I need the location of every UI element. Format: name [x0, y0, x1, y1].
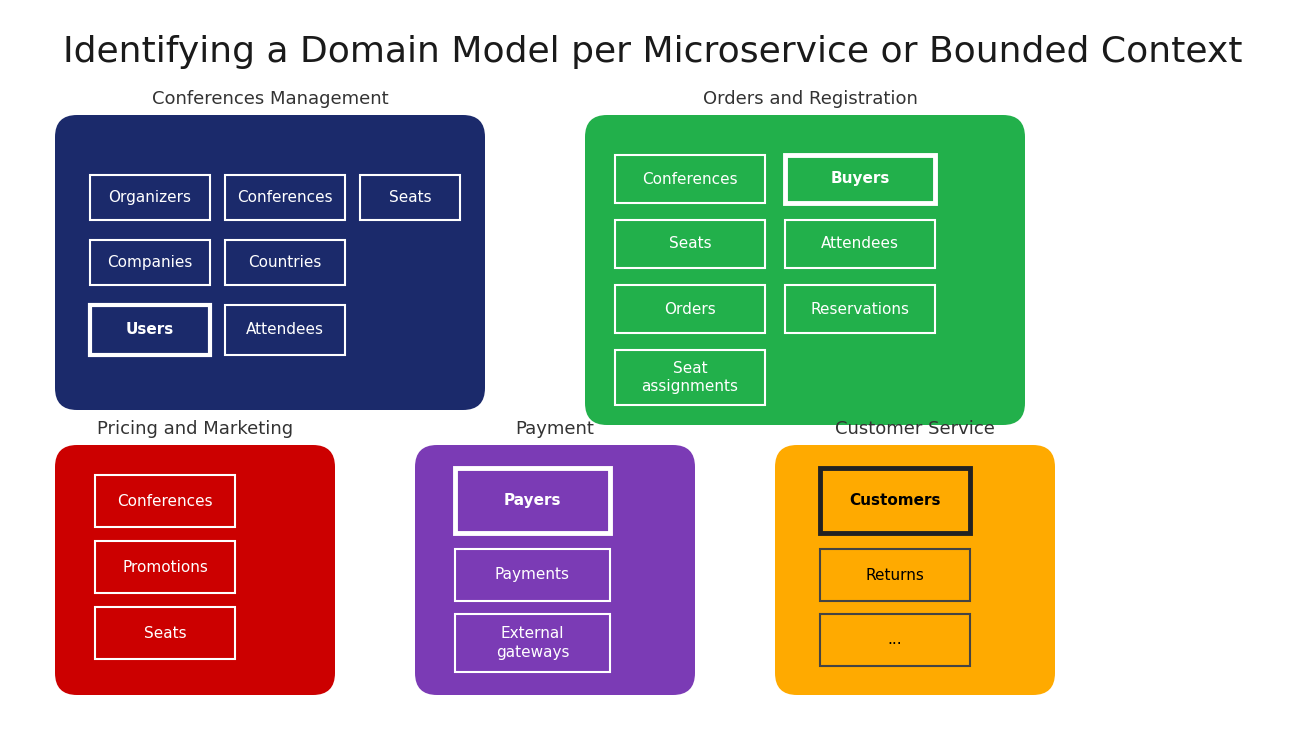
FancyBboxPatch shape [615, 220, 765, 268]
FancyBboxPatch shape [820, 614, 970, 666]
FancyBboxPatch shape [454, 468, 610, 533]
Text: Customers: Customers [849, 493, 940, 508]
FancyBboxPatch shape [774, 445, 1055, 695]
Text: Organizers: Organizers [108, 190, 192, 205]
FancyBboxPatch shape [820, 468, 970, 533]
Text: Identifying a Domain Model per Microservice or Bounded Context: Identifying a Domain Model per Microserv… [63, 35, 1243, 69]
FancyBboxPatch shape [615, 155, 765, 203]
Text: ...: ... [888, 633, 902, 647]
Text: Seats: Seats [389, 190, 431, 205]
Text: Reservations: Reservations [811, 302, 909, 316]
FancyBboxPatch shape [95, 607, 235, 659]
Text: Seats: Seats [144, 625, 187, 641]
FancyBboxPatch shape [90, 305, 210, 355]
Text: Attendees: Attendees [821, 236, 899, 252]
FancyBboxPatch shape [785, 220, 935, 268]
FancyBboxPatch shape [55, 115, 485, 410]
Text: Conferences Management: Conferences Management [151, 90, 388, 108]
Text: Orders: Orders [665, 302, 716, 316]
FancyBboxPatch shape [615, 350, 765, 405]
FancyBboxPatch shape [225, 240, 345, 285]
Text: Orders and Registration: Orders and Registration [703, 90, 917, 108]
FancyBboxPatch shape [785, 285, 935, 333]
Text: Seats: Seats [669, 236, 712, 252]
FancyBboxPatch shape [454, 614, 610, 672]
FancyBboxPatch shape [415, 445, 695, 695]
Text: Payers: Payers [504, 493, 562, 508]
FancyBboxPatch shape [90, 240, 210, 285]
Text: Payments: Payments [495, 567, 569, 583]
FancyBboxPatch shape [95, 475, 235, 527]
FancyBboxPatch shape [585, 115, 1025, 425]
Text: Conferences: Conferences [238, 190, 333, 205]
Text: Attendees: Attendees [246, 322, 324, 338]
Text: Conferences: Conferences [643, 172, 738, 186]
FancyBboxPatch shape [454, 549, 610, 601]
Text: External
gateways: External gateways [496, 626, 569, 660]
Text: Buyers: Buyers [831, 172, 889, 186]
Text: Countries: Countries [248, 255, 321, 270]
FancyBboxPatch shape [95, 541, 235, 593]
FancyBboxPatch shape [615, 285, 765, 333]
FancyBboxPatch shape [55, 445, 336, 695]
Text: Conferences: Conferences [118, 493, 213, 509]
FancyBboxPatch shape [785, 155, 935, 203]
FancyBboxPatch shape [225, 175, 345, 220]
Text: Returns: Returns [866, 567, 925, 583]
Text: Seat
assignments: Seat assignments [641, 360, 738, 394]
Text: Users: Users [125, 322, 174, 338]
FancyBboxPatch shape [90, 175, 210, 220]
Text: Pricing and Marketing: Pricing and Marketing [97, 420, 293, 438]
FancyBboxPatch shape [225, 305, 345, 355]
FancyBboxPatch shape [820, 549, 970, 601]
Text: Payment: Payment [516, 420, 594, 438]
Text: Promotions: Promotions [121, 559, 208, 575]
FancyBboxPatch shape [360, 175, 460, 220]
Text: Companies: Companies [107, 255, 193, 270]
Text: Customer Service: Customer Service [835, 420, 995, 438]
